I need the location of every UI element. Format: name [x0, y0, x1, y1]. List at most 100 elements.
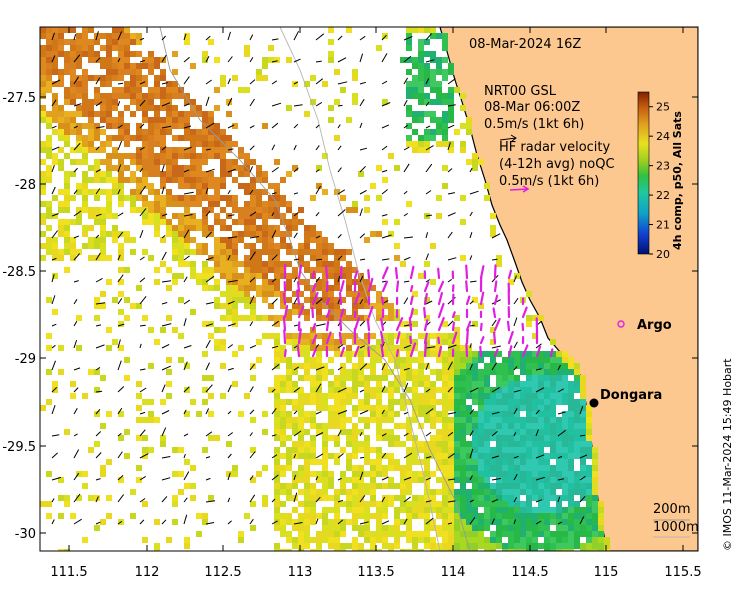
sst-pixel	[448, 417, 454, 423]
model-arrow	[293, 192, 299, 195]
sst-pixel	[178, 231, 184, 237]
model-arrow	[73, 339, 78, 349]
sst-pixel	[118, 159, 124, 165]
sst-pixel	[238, 315, 244, 321]
sst-pixel	[136, 123, 142, 129]
model-arrow	[205, 231, 213, 239]
sst-pixel	[478, 399, 484, 405]
sst-pixel	[418, 513, 424, 519]
model-arrow	[381, 409, 385, 415]
sst-pixel	[286, 411, 292, 417]
sst-pixel	[304, 351, 310, 357]
sst-pixel	[424, 453, 430, 459]
sst-pixel	[172, 159, 178, 165]
sst-pixel	[250, 303, 256, 309]
sst-pixel	[274, 513, 280, 519]
sst-pixel	[436, 369, 442, 375]
sst-pixel	[412, 537, 418, 543]
sst-pixel	[100, 171, 106, 177]
sst-pixel	[160, 105, 166, 111]
sst-pixel	[202, 213, 208, 219]
sst-pixel	[496, 471, 502, 477]
sst-pixel	[124, 267, 130, 273]
sst-pixel	[592, 531, 598, 537]
sst-pixel	[148, 135, 154, 141]
sst-pixel	[292, 537, 298, 543]
sst-pixel	[196, 201, 202, 207]
sst-pixel	[562, 477, 568, 483]
sst-pixel	[364, 375, 370, 381]
sst-pixel	[496, 501, 502, 507]
sst-pixel	[202, 285, 208, 291]
sst-pixel	[208, 153, 214, 159]
radar-arrow	[451, 321, 455, 332]
sst-pixel	[76, 219, 82, 225]
sst-pixel	[376, 399, 382, 405]
sst-pixel	[412, 141, 418, 147]
sst-pixel	[196, 165, 202, 171]
sst-pixel	[538, 459, 544, 465]
sst-pixel	[298, 339, 304, 345]
sst-pixel	[406, 135, 412, 141]
sst-pixel	[406, 549, 412, 551]
sst-pixel	[238, 537, 244, 543]
sst-pixel	[544, 363, 550, 369]
sst-pixel	[454, 477, 460, 483]
sst-pixel	[520, 423, 526, 429]
model-arrow	[117, 433, 122, 437]
argo-label: Argo	[637, 318, 672, 333]
sst-pixel	[40, 213, 46, 219]
model-arrow	[51, 125, 57, 129]
sst-pixel	[346, 333, 352, 339]
sst-pixel	[292, 333, 298, 339]
plot-frame	[39, 26, 699, 552]
sst-pixel	[118, 249, 124, 255]
sst-pixel	[514, 477, 520, 483]
sst-pixel	[592, 465, 598, 471]
sst-pixel	[52, 81, 58, 87]
sst-pixel	[106, 93, 112, 99]
sst-pixel	[580, 393, 586, 399]
sst-pixel	[406, 453, 412, 459]
sst-pixel	[262, 237, 268, 243]
sst-pixel	[46, 147, 52, 153]
sst-pixel	[310, 357, 316, 363]
sst-pixel	[46, 135, 52, 141]
model-arrow	[73, 253, 80, 261]
sst-pixel	[94, 57, 100, 63]
sst-pixel	[424, 51, 430, 57]
sst-pixel	[406, 369, 412, 375]
sst-pixel	[316, 513, 322, 519]
sst-pixel	[538, 513, 544, 519]
sst-pixel	[508, 369, 514, 375]
model-arrow	[579, 475, 586, 481]
model-arrow	[161, 125, 172, 129]
sst-pixel	[448, 351, 454, 357]
sst-pixel	[400, 375, 406, 381]
model-arrow	[139, 343, 142, 349]
sst-pixel	[148, 255, 154, 261]
sst-pixel	[490, 225, 496, 231]
sst-pixel	[334, 531, 340, 537]
radar-arrow	[353, 345, 360, 358]
sst-pixel	[118, 189, 124, 195]
sst-pixel	[58, 147, 64, 153]
sst-pixel	[436, 417, 442, 423]
model-arrow	[513, 496, 518, 503]
model-arrow	[249, 344, 257, 349]
model-arrow	[139, 59, 146, 63]
sst-pixel	[322, 483, 328, 489]
sst-pixel	[382, 375, 388, 381]
sst-pixel	[178, 219, 184, 225]
sst-pixel	[406, 141, 412, 147]
sst-pixel	[142, 315, 148, 321]
sst-pixel	[502, 483, 508, 489]
sst-pixel	[520, 387, 526, 393]
sst-pixel	[412, 87, 418, 93]
sst-pixel	[220, 225, 226, 231]
model-arrow	[139, 453, 149, 459]
sst-pixel	[160, 153, 166, 159]
sst-pixel	[550, 507, 556, 513]
sst-pixel	[256, 315, 262, 321]
